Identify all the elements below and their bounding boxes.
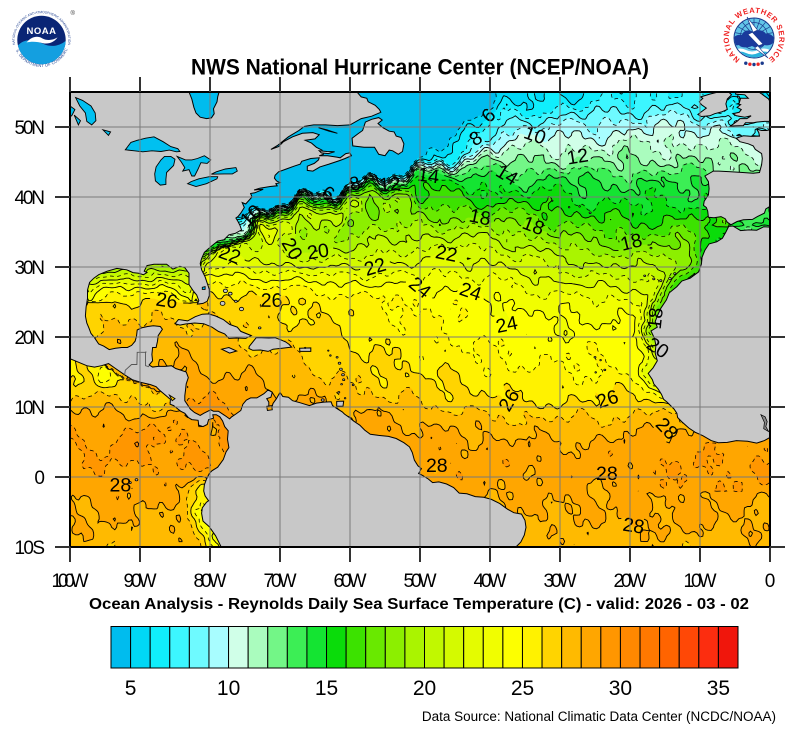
svg-text:10S: 10S xyxy=(15,538,46,559)
svg-text:18: 18 xyxy=(618,229,644,255)
svg-text:30W: 30W xyxy=(544,571,577,592)
svg-text:10N: 10N xyxy=(15,398,46,419)
svg-text:70W: 70W xyxy=(264,571,297,592)
svg-text:®: ® xyxy=(71,10,76,17)
svg-text:26: 26 xyxy=(261,290,283,312)
svg-text:18: 18 xyxy=(467,205,493,231)
svg-text:5: 5 xyxy=(125,677,137,700)
svg-text:8: 8 xyxy=(347,172,363,196)
svg-text:0: 0 xyxy=(765,571,776,592)
svg-text:50N: 50N xyxy=(15,118,46,139)
svg-text:Ocean Analysis - Reynolds Dail: Ocean Analysis - Reynolds Daily Sea Surf… xyxy=(89,596,749,613)
svg-text:0: 0 xyxy=(34,468,45,489)
svg-text:18: 18 xyxy=(644,306,668,330)
svg-text:12: 12 xyxy=(378,173,401,196)
svg-text:NWS National Hurricane Center: NWS National Hurricane Center (NCEP/NOAA… xyxy=(191,55,649,80)
svg-text:100W: 100W xyxy=(52,571,89,592)
svg-text:Data Source: National Climatic: Data Source: National Climatic Data Cent… xyxy=(422,709,776,724)
svg-text:10: 10 xyxy=(217,677,240,700)
svg-text:28: 28 xyxy=(621,514,646,539)
svg-text:35: 35 xyxy=(707,677,730,700)
svg-text:90W: 90W xyxy=(124,571,157,592)
svg-text:60W: 60W xyxy=(334,571,367,592)
svg-text:28: 28 xyxy=(596,463,618,485)
svg-text:20: 20 xyxy=(306,239,331,264)
svg-text:10W: 10W xyxy=(684,571,717,592)
svg-text:40N: 40N xyxy=(15,188,46,209)
svg-text:20N: 20N xyxy=(15,328,46,349)
svg-text:40W: 40W xyxy=(474,571,507,592)
svg-text:24: 24 xyxy=(494,312,520,338)
svg-text:12: 12 xyxy=(565,144,590,169)
svg-text:26: 26 xyxy=(154,289,179,314)
svg-text:NOAA: NOAA xyxy=(27,26,57,37)
svg-text:15: 15 xyxy=(315,677,338,700)
svg-text:25: 25 xyxy=(511,677,534,700)
svg-text:20: 20 xyxy=(413,677,436,700)
svg-text:30N: 30N xyxy=(15,258,46,279)
svg-text:28: 28 xyxy=(426,455,448,477)
svg-text:20W: 20W xyxy=(614,571,647,592)
svg-text:30: 30 xyxy=(609,677,632,700)
svg-text:50W: 50W xyxy=(404,571,437,592)
svg-text:22: 22 xyxy=(434,241,460,267)
svg-text:80W: 80W xyxy=(194,571,227,592)
svg-text:28: 28 xyxy=(110,475,132,497)
